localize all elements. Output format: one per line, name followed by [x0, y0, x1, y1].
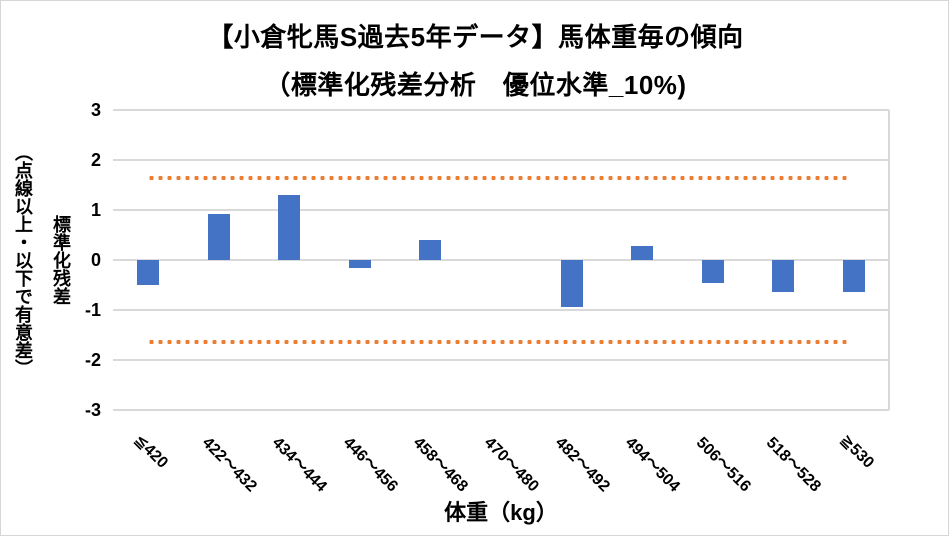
x-axis-tick-label: 518～528 [762, 434, 825, 496]
x-axis-tick-label: 422～432 [198, 434, 260, 496]
bar-494～504 [631, 245, 654, 260]
bar-458～468 [419, 240, 442, 260]
y-axis-tick-label: 2 [90, 150, 101, 170]
x-axis-tick-label: 494～504 [621, 434, 683, 496]
x-axis-tick-label: 470～480 [480, 434, 542, 496]
y-axis-tick-label: -1 [84, 300, 101, 320]
chart-title: 【小倉牝馬S過去5年データ】馬体重毎の傾向 [207, 22, 744, 52]
y-axis-tick-label: -3 [84, 400, 101, 420]
y-axis-tick-label: 3 [90, 100, 101, 120]
x-axis-tick-label: 434～444 [269, 434, 331, 496]
y-axis-tick-label: -2 [84, 350, 101, 370]
bar-518～528 [772, 260, 795, 292]
gridline [113, 309, 889, 311]
bar-422～432 [207, 214, 230, 260]
gridline [113, 259, 889, 261]
x-axis-tick-label: 506～516 [692, 434, 754, 496]
y-axis-title-note: （点線以上・以下で有意差） [13, 143, 33, 377]
bar-434～444 [278, 195, 301, 260]
y-axis-tick-label: 0 [90, 250, 101, 270]
bar-≧530 [842, 260, 865, 292]
y-axis-title: 標準化残差 [51, 215, 71, 305]
x-axis-tick-label: 446～456 [339, 434, 401, 496]
threshold-line-upper [147, 174, 847, 181]
gridline [113, 359, 889, 361]
bar-506～516 [701, 260, 724, 283]
chart-subtitle: （標準化残差分析 優位水準_10%) [264, 70, 687, 100]
gridline [113, 109, 889, 111]
x-axis-tick-label: 458～468 [410, 434, 472, 496]
gridline [113, 159, 889, 161]
y-axis-tick-label: 1 [90, 200, 101, 220]
x-axis-title: 体重（kg） [444, 500, 558, 525]
bar-482～492 [560, 260, 583, 307]
threshold-line-lower [147, 339, 847, 346]
x-axis-tick-label: 482～492 [551, 434, 613, 496]
x-axis-tick-label: ≦420 [130, 431, 172, 472]
bar-446～456 [348, 260, 371, 268]
x-axis-tick-label: ≧530 [836, 431, 877, 472]
gridline [113, 209, 889, 211]
gridline [113, 409, 889, 411]
bar-≦420 [137, 260, 160, 285]
plot-area-right-border [888, 110, 890, 410]
